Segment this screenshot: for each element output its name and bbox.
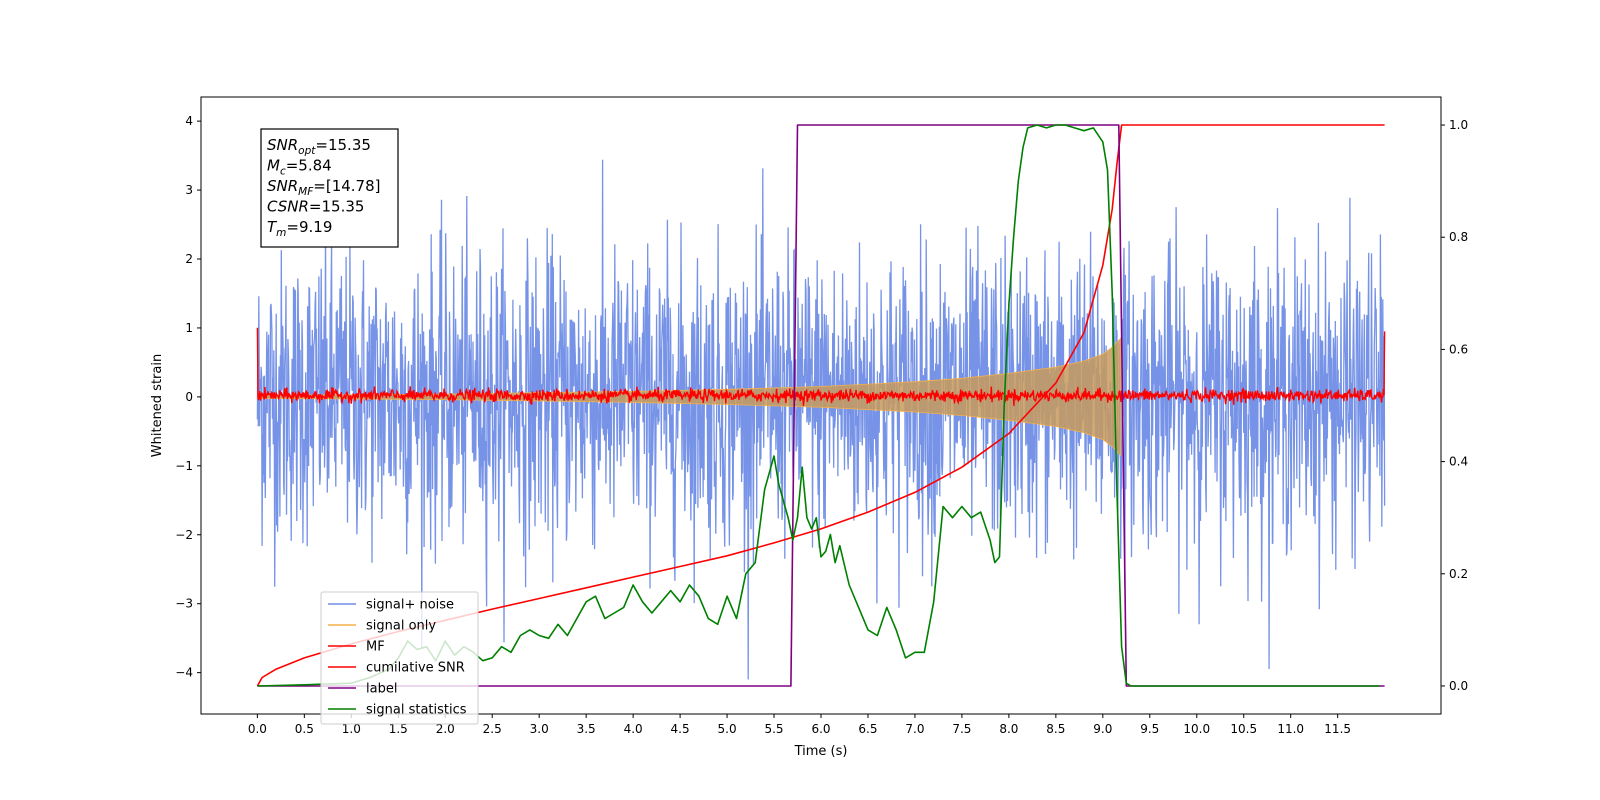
x-tick-label: 11.5 bbox=[1324, 722, 1351, 736]
annotation-line: Mc=5.84 bbox=[267, 157, 332, 178]
x-tick-label: 8.5 bbox=[1046, 722, 1065, 736]
annotation-line: Tm=9.19 bbox=[267, 218, 332, 239]
legend: signal+ noise signal only MF cumilative SNR… bbox=[320, 591, 479, 725]
annotation-frame bbox=[260, 128, 399, 248]
y-axis-left: −4 −3 −2 −1 0 1 2 3 4 bbox=[175, 114, 201, 680]
y-left-tick-label: 1 bbox=[185, 321, 193, 335]
y-right-tick-label: 0.0 bbox=[1449, 679, 1468, 693]
y-left-tick-label: −2 bbox=[175, 528, 193, 542]
y-left-tick-label: 0 bbox=[185, 390, 193, 404]
y-axis-label-left: Whitened strain bbox=[150, 354, 165, 457]
x-tick-label: 0.5 bbox=[295, 722, 314, 736]
y-right-tick-label: 1.0 bbox=[1449, 118, 1468, 132]
x-tick-label: 7.0 bbox=[905, 722, 924, 736]
legend-entry: cumilative SNR bbox=[366, 661, 465, 676]
x-tick-label: 2.5 bbox=[483, 722, 502, 736]
annotation-line: SNRopt=15.35 bbox=[267, 136, 371, 157]
x-axis: 0.0 0.5 1.0 1.5 2.0 2.5 3.0 3.5 4.0 4.5 5.0 5.5 6.0 6… bbox=[248, 714, 1351, 736]
x-tick-label: 5.0 bbox=[718, 722, 737, 736]
y-right-tick-label: 0.4 bbox=[1449, 455, 1468, 469]
x-tick-label: 7.5 bbox=[952, 722, 971, 736]
y-left-tick-label: −1 bbox=[175, 459, 193, 473]
x-tick-label: 11.0 bbox=[1277, 722, 1304, 736]
x-tick-label: 10.5 bbox=[1230, 722, 1257, 736]
y-right-tick-label: 0.6 bbox=[1449, 342, 1468, 356]
x-tick-label: 1.0 bbox=[342, 722, 361, 736]
y-left-tick-label: 3 bbox=[185, 183, 193, 197]
x-tick-label: 0.0 bbox=[248, 722, 267, 736]
y-right-tick-label: 0.8 bbox=[1449, 230, 1468, 244]
y-left-tick-label: −4 bbox=[175, 666, 193, 680]
series-signal-statistics bbox=[257, 124, 1380, 687]
legend-entry: MF bbox=[366, 640, 385, 655]
x-tick-label: 1.5 bbox=[389, 722, 408, 736]
x-tick-label: 9.5 bbox=[1140, 722, 1159, 736]
series-signal-noise bbox=[256, 159, 1386, 680]
x-tick-label: 5.5 bbox=[764, 722, 783, 736]
x-tick-label: 4.0 bbox=[624, 722, 643, 736]
legend-entry: signal statistics bbox=[366, 703, 467, 718]
y-axis-right: 0.0 0.2 0.4 0.6 0.8 1.0 bbox=[1441, 118, 1468, 693]
x-tick-label: 9.0 bbox=[1093, 722, 1112, 736]
series-mf bbox=[256, 327, 1386, 407]
y-right-tick-label: 0.2 bbox=[1449, 567, 1468, 581]
x-tick-label: 6.5 bbox=[858, 722, 877, 736]
annotation-line: CSNR=15.35 bbox=[267, 198, 364, 216]
legend-frame bbox=[320, 591, 479, 725]
legend-entry: label bbox=[366, 682, 397, 697]
legend-entry: signal+ noise bbox=[366, 598, 454, 613]
annotation-box: SNRopt=15.35Mc=5.84SNRMF=[14.78]CSNR=15.… bbox=[260, 128, 399, 248]
y-left-tick-label: −3 bbox=[175, 597, 193, 611]
legend-entry: signal only bbox=[366, 619, 436, 634]
x-tick-label: 3.0 bbox=[530, 722, 549, 736]
y-left-tick-label: 4 bbox=[185, 114, 193, 128]
x-tick-label: 6.0 bbox=[811, 722, 830, 736]
x-tick-label: 10.0 bbox=[1183, 722, 1210, 736]
x-axis-label: Time (s) bbox=[794, 744, 848, 759]
x-tick-label: 4.5 bbox=[671, 722, 690, 736]
annotation-line: SNRMF=[14.78] bbox=[267, 177, 381, 198]
x-tick-label: 2.0 bbox=[436, 722, 455, 736]
x-tick-label: 8.0 bbox=[999, 722, 1018, 736]
y-left-tick-label: 2 bbox=[185, 252, 193, 266]
x-tick-label: 3.5 bbox=[577, 722, 596, 736]
